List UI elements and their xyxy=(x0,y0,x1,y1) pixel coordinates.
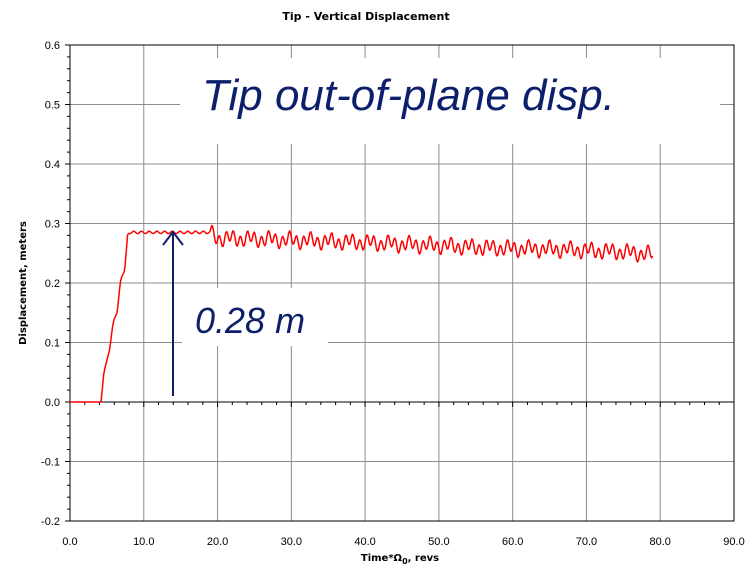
y-tick-label: -0.2 xyxy=(41,516,60,528)
annotation-title: Tip out-of-plane disp. xyxy=(202,71,615,120)
x-tick-label: 0.0 xyxy=(62,536,77,548)
y-tick-label: 0.2 xyxy=(45,278,60,290)
axis-ticks xyxy=(65,44,735,522)
series-line-tip-displacement xyxy=(70,224,654,403)
annotation-value-box xyxy=(182,288,328,346)
x-tick-label: 30.0 xyxy=(281,536,302,548)
y-tick-label: 0.0 xyxy=(45,397,60,409)
y-tick-label: 0.1 xyxy=(45,338,60,350)
y-tick-labels: -0.2 -0.1 0.0 0.1 0.2 0.3 0.4 0.5 0.6 xyxy=(41,40,60,528)
y-tick-label: 0.4 xyxy=(45,159,60,171)
annotation-title-box xyxy=(180,58,720,144)
y-tick-label: 0.5 xyxy=(45,100,60,112)
y-axis-label: Displacement, meters xyxy=(18,221,29,345)
chart-title: Tip - Vertical Displacement xyxy=(282,10,449,23)
x-tick-label: 60.0 xyxy=(502,536,523,548)
x-tick-label: 10.0 xyxy=(133,536,154,548)
y-tick-label: -0.1 xyxy=(41,457,60,469)
x-tick-label: 80.0 xyxy=(650,536,671,548)
y-tick-label: 0.6 xyxy=(45,40,60,52)
x-tick-label: 40.0 xyxy=(354,536,375,548)
y-tick-label: 0.3 xyxy=(45,219,60,231)
x-axis-label: Time*Ω0, revs xyxy=(361,553,439,566)
x-tick-label: 70.0 xyxy=(576,536,597,548)
x-tick-label: 20.0 xyxy=(207,536,228,548)
x-tick-label: 50.0 xyxy=(428,536,449,548)
x-tick-labels: 0.0 10.0 20.0 30.0 40.0 50.0 60.0 70.0 80.0 90.0 xyxy=(62,536,744,548)
annotation-value: 0.28 m xyxy=(195,300,305,341)
measurement-arrow xyxy=(162,230,184,396)
x-tick-label: 90.0 xyxy=(723,536,744,548)
